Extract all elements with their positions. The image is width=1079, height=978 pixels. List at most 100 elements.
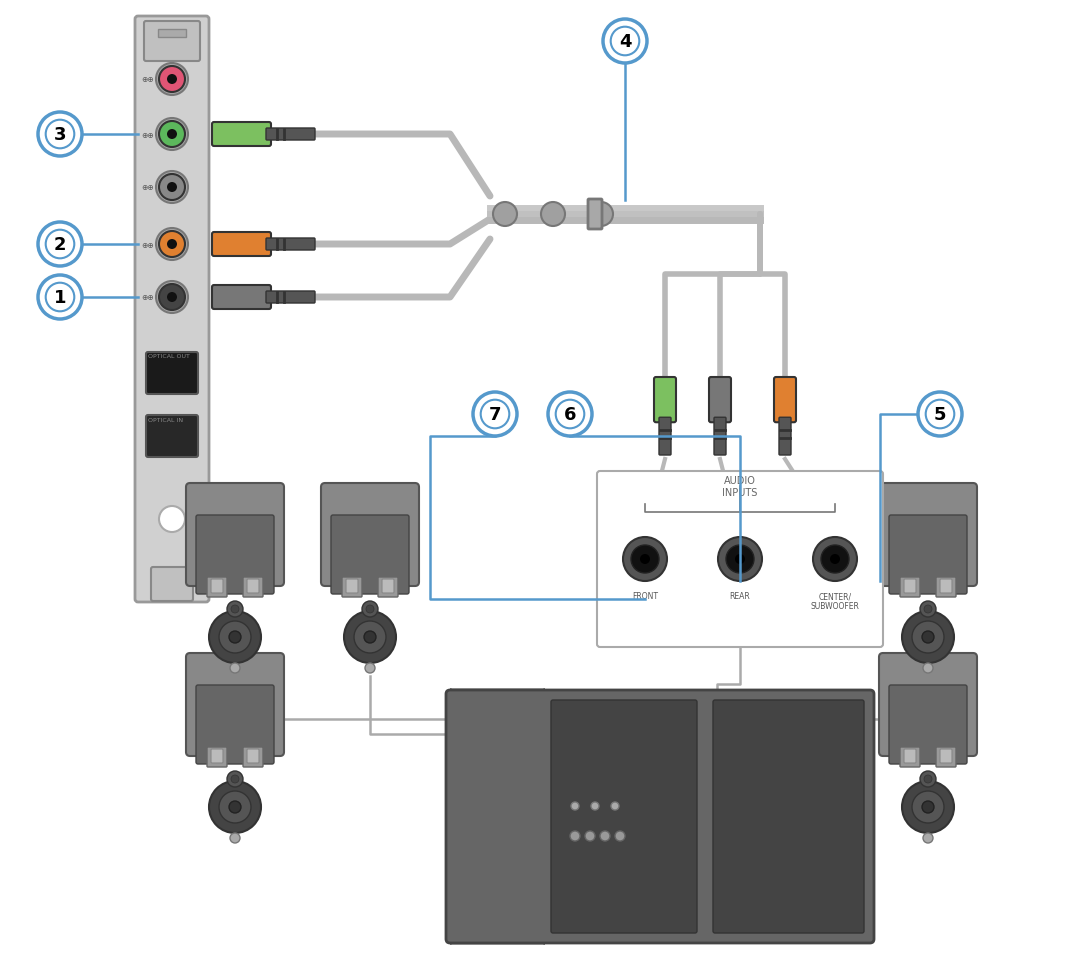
Circle shape [344,611,396,663]
FancyBboxPatch shape [267,291,315,304]
FancyBboxPatch shape [774,378,796,422]
FancyBboxPatch shape [935,577,956,598]
Circle shape [229,801,241,813]
Text: 2: 2 [54,236,66,253]
Circle shape [159,122,185,148]
FancyBboxPatch shape [900,577,920,598]
Circle shape [156,229,188,261]
Circle shape [38,112,82,156]
Text: 6: 6 [563,406,576,423]
Circle shape [159,67,185,93]
Circle shape [912,621,944,653]
FancyBboxPatch shape [904,579,916,594]
Circle shape [821,546,849,573]
FancyBboxPatch shape [247,579,259,594]
Circle shape [167,75,177,85]
Circle shape [38,223,82,267]
Circle shape [361,601,378,617]
Circle shape [167,183,177,193]
FancyBboxPatch shape [879,483,976,587]
Circle shape [589,202,613,227]
Circle shape [38,276,82,320]
FancyBboxPatch shape [378,577,398,598]
FancyBboxPatch shape [207,577,227,598]
Circle shape [209,781,261,833]
Text: AUDIO
INPUTS: AUDIO INPUTS [722,475,757,497]
Circle shape [921,801,934,813]
Circle shape [585,831,595,841]
Circle shape [167,130,177,140]
Circle shape [603,20,647,64]
FancyBboxPatch shape [889,515,967,595]
FancyBboxPatch shape [331,515,409,595]
FancyBboxPatch shape [151,567,193,601]
FancyBboxPatch shape [713,700,864,933]
Text: OPTICAL OUT: OPTICAL OUT [148,354,190,359]
FancyBboxPatch shape [211,123,271,147]
Circle shape [227,772,243,787]
FancyBboxPatch shape [342,577,361,598]
FancyBboxPatch shape [450,690,545,943]
FancyBboxPatch shape [779,418,791,456]
Circle shape [231,776,240,783]
Circle shape [541,202,565,227]
Circle shape [159,175,185,200]
Circle shape [726,546,754,573]
FancyBboxPatch shape [243,577,263,598]
Text: 1: 1 [54,289,66,307]
FancyBboxPatch shape [714,418,726,456]
Circle shape [591,802,599,810]
Text: 3: 3 [54,126,66,144]
FancyBboxPatch shape [709,378,730,422]
Text: ⊕⊕: ⊕⊕ [141,75,154,84]
Circle shape [156,64,188,96]
FancyBboxPatch shape [146,353,199,394]
Circle shape [631,546,659,573]
Circle shape [219,621,251,653]
Circle shape [718,538,762,581]
FancyBboxPatch shape [446,690,874,943]
FancyBboxPatch shape [320,483,419,587]
Circle shape [735,555,745,564]
Text: FRONT: FRONT [632,592,658,600]
Circle shape [473,392,517,436]
FancyBboxPatch shape [186,653,284,756]
Circle shape [570,831,581,841]
Circle shape [548,392,592,436]
Circle shape [920,772,935,787]
Text: ⊕⊕: ⊕⊕ [141,130,154,139]
FancyBboxPatch shape [900,747,920,767]
Circle shape [912,791,944,823]
Text: OPTICAL IN: OPTICAL IN [148,417,183,422]
FancyBboxPatch shape [346,579,358,594]
Circle shape [365,663,375,673]
Circle shape [227,601,243,617]
Circle shape [230,663,240,673]
FancyBboxPatch shape [243,747,263,767]
Circle shape [159,507,185,532]
Circle shape [921,632,934,644]
FancyBboxPatch shape [879,653,976,756]
Circle shape [812,538,857,581]
Text: 4: 4 [618,33,631,51]
FancyBboxPatch shape [211,286,271,310]
FancyBboxPatch shape [267,239,315,250]
Text: CENTER/
SUBWOOFER: CENTER/ SUBWOOFER [810,592,860,611]
Circle shape [924,776,932,783]
Circle shape [159,232,185,258]
FancyBboxPatch shape [144,22,200,62]
Circle shape [493,202,517,227]
FancyBboxPatch shape [935,747,956,767]
Circle shape [229,632,241,644]
Circle shape [920,601,935,617]
FancyBboxPatch shape [186,483,284,587]
Circle shape [615,831,625,841]
Circle shape [230,833,240,843]
FancyBboxPatch shape [267,129,315,141]
Text: ⊕⊕: ⊕⊕ [141,241,154,249]
Circle shape [156,172,188,203]
FancyBboxPatch shape [382,579,394,594]
Circle shape [366,605,374,613]
FancyBboxPatch shape [196,515,274,595]
Circle shape [902,611,954,663]
